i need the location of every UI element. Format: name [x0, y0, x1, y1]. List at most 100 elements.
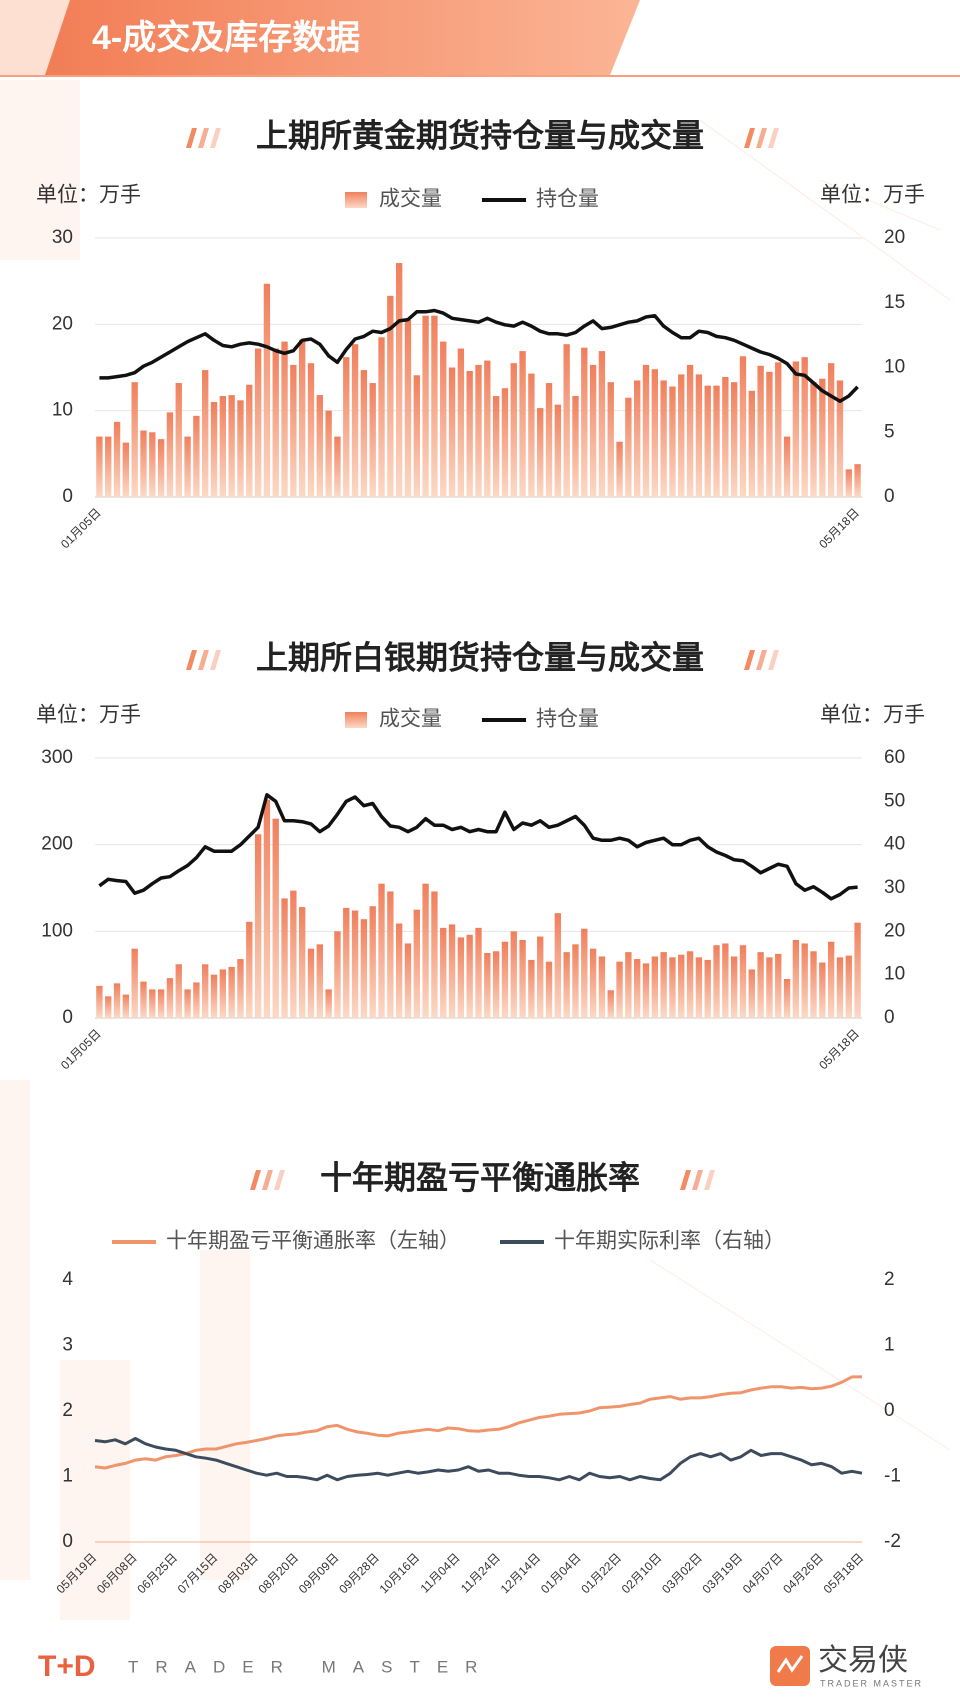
legend-label: 十年期实际利率（右轴）	[554, 1230, 785, 1253]
bar	[607, 990, 614, 1018]
legend-label: 成交量	[379, 708, 442, 731]
bar	[792, 361, 800, 497]
title-deco	[197, 650, 209, 670]
bar	[140, 430, 147, 497]
bar	[237, 400, 244, 497]
bar	[598, 351, 606, 497]
y-tick-label: 200	[41, 834, 73, 855]
bar	[660, 952, 667, 1018]
footer-logo: T+D	[38, 1650, 96, 1683]
title-deco	[744, 128, 756, 148]
bar	[369, 906, 376, 1018]
bar	[351, 344, 359, 497]
bar	[572, 395, 579, 497]
bar	[246, 921, 253, 1018]
bar	[554, 404, 562, 497]
x-tick-label: 09月28日	[336, 1550, 382, 1596]
y-tick-label: 20	[52, 313, 73, 334]
y2-tick-label: 15	[884, 292, 905, 313]
bar	[519, 351, 526, 497]
bar	[563, 344, 570, 497]
y2-tick-label: 1	[884, 1335, 895, 1356]
footer-brand-sub: TRADER MASTER	[820, 1678, 923, 1688]
bar	[766, 957, 773, 1018]
chart-title: 十年期盈亏平衡通胀率	[320, 1159, 640, 1195]
bar	[739, 356, 747, 497]
bar	[854, 922, 861, 1018]
bar	[263, 799, 271, 1018]
bar	[360, 919, 368, 1018]
bar	[766, 371, 773, 497]
bar	[272, 348, 279, 497]
bar	[819, 378, 826, 497]
title-deco	[768, 650, 780, 670]
bar	[510, 931, 517, 1018]
bar	[422, 883, 429, 1018]
bar	[545, 383, 553, 497]
bar	[325, 989, 332, 1018]
footer: T+D TRADER MASTER 交易侠 TRADER MASTER	[38, 1644, 923, 1688]
bar	[607, 382, 614, 497]
bar	[395, 923, 403, 1018]
bar	[845, 955, 852, 1018]
bar	[792, 940, 800, 1018]
bar	[448, 924, 456, 1018]
bar	[440, 927, 447, 1018]
bar	[228, 395, 235, 497]
y2-tick-label: 2	[884, 1269, 895, 1290]
y2-tick-label: 0	[884, 1007, 895, 1028]
title-deco	[209, 650, 221, 670]
bar	[395, 263, 403, 497]
bar	[669, 386, 676, 497]
bar	[598, 956, 606, 1018]
series-line	[94, 1437, 863, 1482]
title-deco	[692, 1170, 704, 1190]
bar	[202, 964, 209, 1018]
bar	[492, 951, 500, 1018]
bar	[722, 376, 729, 497]
bar	[307, 948, 315, 1018]
title-deco	[261, 1170, 273, 1190]
bar	[484, 360, 491, 497]
bar	[272, 818, 279, 1018]
bar	[836, 380, 844, 497]
x-tick-label: 08月20日	[255, 1550, 301, 1596]
bar	[378, 883, 385, 1018]
legend-label: 持仓量	[536, 188, 599, 211]
x-tick-label: 12月14日	[498, 1550, 544, 1596]
bar	[854, 464, 861, 497]
y2-axis-label: 单位：万手	[820, 184, 925, 207]
bar	[554, 913, 562, 1018]
y2-tick-label: -1	[884, 1466, 901, 1487]
y2-tick-label: 30	[884, 877, 905, 898]
y-tick-label: 30	[52, 227, 73, 248]
series-line	[99, 308, 859, 403]
bar	[722, 943, 729, 1018]
bar	[695, 374, 703, 497]
bar	[122, 994, 130, 1018]
y-tick-label: 100	[41, 920, 73, 941]
legend-label: 十年期盈亏平衡通胀率（左轴）	[166, 1230, 460, 1253]
bar	[254, 834, 262, 1018]
series-line	[94, 1375, 862, 1470]
bar	[281, 898, 288, 1018]
bar	[819, 962, 826, 1018]
bar	[140, 981, 147, 1018]
bar	[219, 395, 227, 497]
y-tick-label: 1	[62, 1466, 73, 1487]
bar	[360, 370, 368, 497]
y-tick-label: 3	[62, 1335, 73, 1356]
x-tick-label: 05月18日	[816, 505, 862, 551]
bar	[775, 362, 782, 497]
bar	[545, 961, 553, 1018]
bar	[466, 370, 473, 497]
bar	[669, 957, 676, 1018]
bar	[343, 357, 350, 497]
bar	[501, 941, 509, 1018]
bar	[810, 951, 817, 1018]
bar	[254, 348, 262, 497]
bar	[748, 390, 755, 497]
bar	[519, 940, 526, 1018]
